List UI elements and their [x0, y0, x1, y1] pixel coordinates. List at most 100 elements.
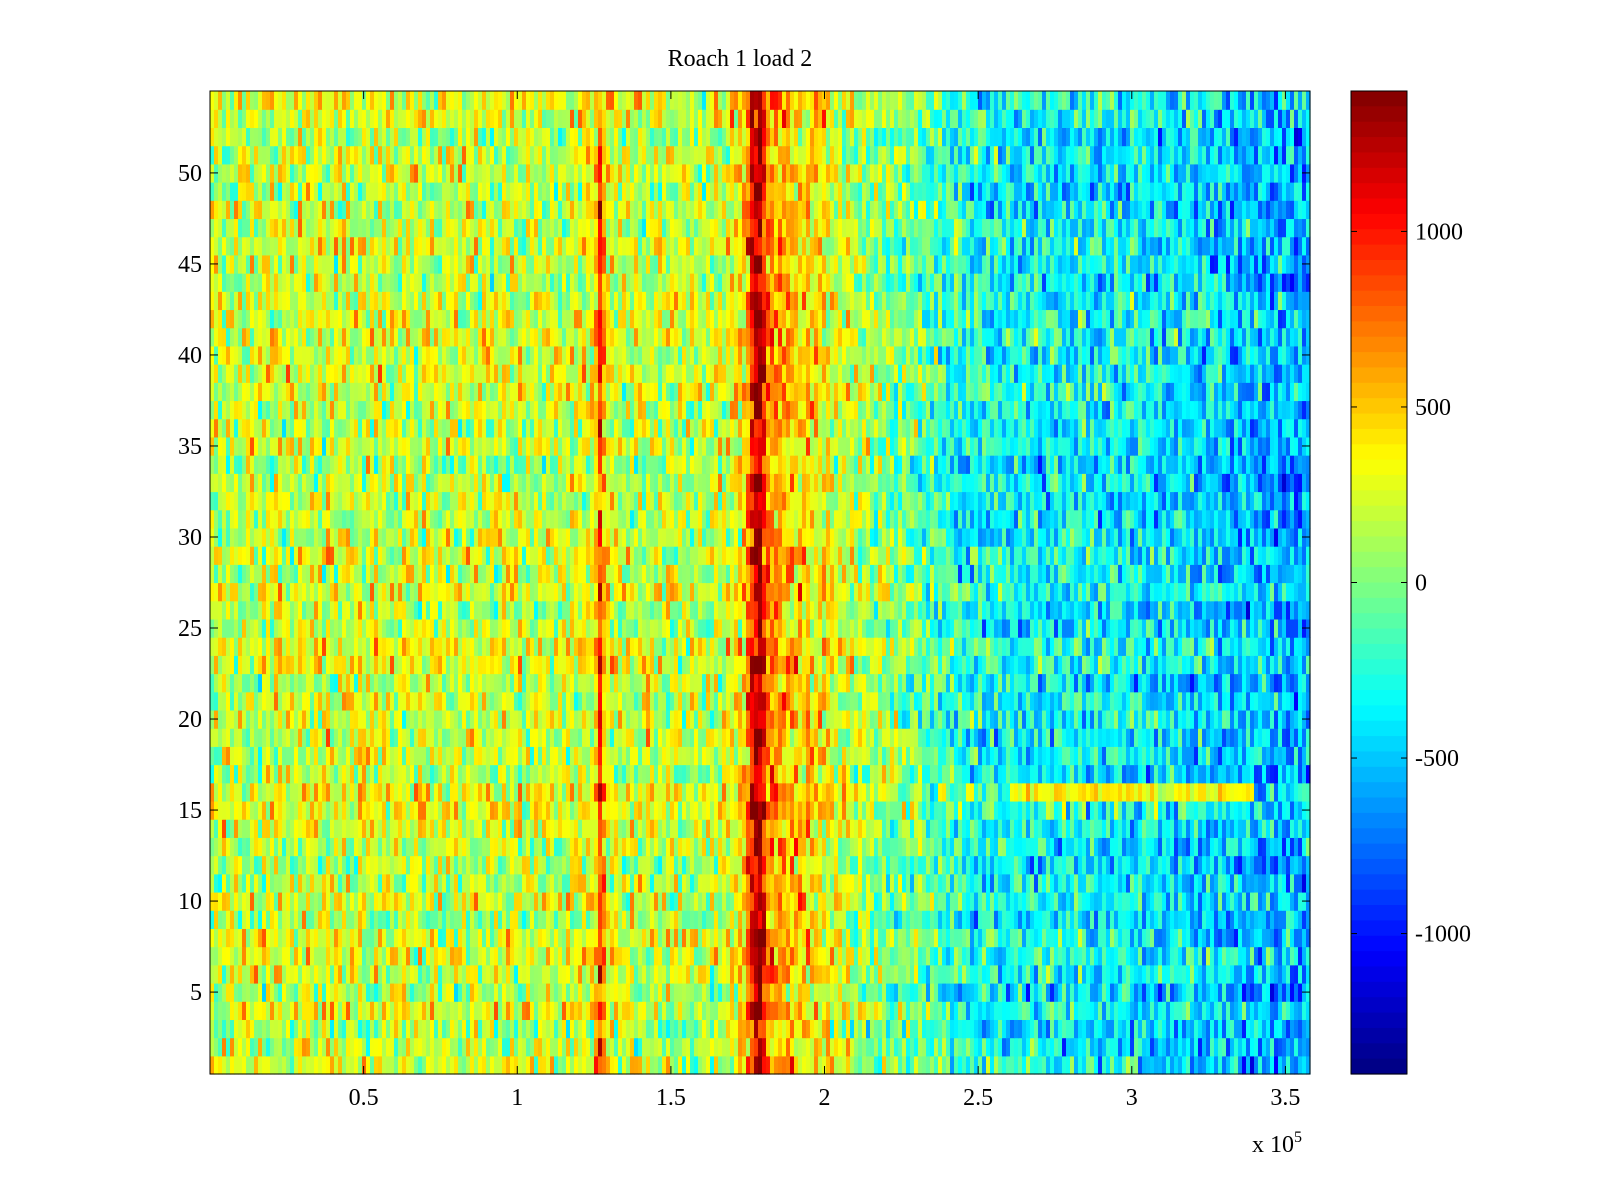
- heatmap-cell: [1038, 928, 1043, 948]
- heatmap-cell: [1070, 1019, 1075, 1039]
- heatmap-cell: [1090, 873, 1095, 893]
- heatmap-cell: [914, 1037, 919, 1057]
- heatmap-cell: [1274, 1001, 1279, 1020]
- heatmap-cell: [294, 855, 299, 875]
- heatmap-cell: [538, 964, 543, 984]
- heatmap-cell: [510, 928, 515, 948]
- heatmap-cell: [782, 928, 787, 948]
- heatmap-cell: [318, 728, 323, 747]
- heatmap-cell: [970, 1019, 975, 1039]
- heatmap-cell: [1138, 964, 1143, 984]
- heatmap-cell: [478, 1037, 483, 1057]
- heatmap-cell: [570, 1019, 575, 1039]
- heatmap-cell: [798, 819, 803, 838]
- heatmap-cell: [802, 819, 807, 838]
- heatmap-cell: [558, 946, 563, 966]
- heatmap-cell: [698, 1019, 703, 1039]
- heatmap-cell: [846, 946, 851, 966]
- heatmap-cell: [1090, 946, 1095, 966]
- heatmap-cell: [258, 1001, 263, 1020]
- heatmap-cell: [934, 746, 939, 766]
- heatmap-cell: [914, 964, 919, 984]
- heatmap-cell: [358, 928, 363, 948]
- heatmap-cell: [226, 855, 231, 875]
- heatmap-cell: [494, 928, 499, 948]
- heatmap-cell: [478, 837, 483, 857]
- heatmap-cell: [266, 910, 271, 929]
- heatmap-cell: [1166, 946, 1171, 966]
- heatmap-cell: [834, 1055, 839, 1075]
- heatmap-cell: [262, 800, 267, 820]
- heatmap-cell: [990, 800, 995, 820]
- heatmap-cell: [978, 855, 983, 875]
- heatmap-cell: [398, 982, 403, 1002]
- heatmap-cell: [286, 800, 291, 820]
- heatmap-cell: [458, 928, 463, 948]
- heatmap-cell: [1230, 746, 1235, 766]
- heatmap-cell: [982, 746, 987, 766]
- heatmap-cell: [806, 982, 811, 1002]
- heatmap-cell: [458, 800, 463, 820]
- heatmap-cell: [998, 946, 1003, 966]
- heatmap-cell: [526, 873, 531, 893]
- heatmap-cell: [658, 1019, 663, 1039]
- heatmap-cell: [478, 873, 483, 893]
- heatmap-cell: [858, 819, 863, 838]
- heatmap-cell: [338, 837, 343, 857]
- heatmap-cell: [918, 964, 923, 984]
- heatmap-cell: [830, 1001, 835, 1020]
- heatmap-cell: [298, 982, 303, 1002]
- heatmap-cell: [1122, 873, 1127, 893]
- heatmap-cell: [846, 819, 851, 838]
- heatmap-cell: [1194, 819, 1199, 838]
- heatmap-cell: [674, 1055, 679, 1075]
- heatmap-cell: [646, 819, 651, 838]
- heatmap-cell: [970, 837, 975, 857]
- heatmap-cell: [1042, 982, 1047, 1002]
- heatmap-cell: [554, 1055, 559, 1075]
- heatmap-cell: [330, 891, 335, 911]
- heatmap-cell: [1110, 819, 1115, 838]
- heatmap-cell: [914, 982, 919, 1002]
- heatmap-cell: [1114, 837, 1119, 857]
- heatmap-cell: [690, 800, 695, 820]
- heatmap-cell: [1242, 819, 1247, 838]
- heatmap-cell: [474, 910, 479, 929]
- heatmap-cell: [422, 964, 427, 984]
- heatmap-cell: [282, 782, 287, 802]
- heatmap-cell: [1286, 964, 1291, 984]
- heatmap-cell: [562, 855, 567, 875]
- heatmap-cell: [906, 964, 911, 984]
- heatmap-cell: [1178, 873, 1183, 893]
- heatmap-cell: [826, 1055, 831, 1075]
- heatmap-cell: [318, 855, 323, 875]
- heatmap-cell: [770, 891, 775, 911]
- heatmap-cell: [298, 782, 303, 802]
- heatmap-cell: [742, 964, 747, 984]
- heatmap-cell: [1106, 1037, 1111, 1057]
- heatmap-cell: [1002, 1019, 1007, 1039]
- heatmap-cell: [1094, 855, 1099, 875]
- heatmap-cell: [830, 946, 835, 966]
- heatmap-cell: [334, 746, 339, 766]
- heatmap-cell: [618, 1055, 623, 1075]
- heatmap-cell: [730, 946, 735, 966]
- heatmap-cell: [426, 1001, 431, 1020]
- heatmap-cell: [1234, 1019, 1239, 1039]
- heatmap-cell: [1266, 1037, 1271, 1057]
- heatmap-cell: [626, 1001, 631, 1020]
- heatmap-cell: [1086, 1001, 1091, 1020]
- heatmap-cell: [866, 1019, 871, 1039]
- heatmap-cell: [210, 964, 215, 984]
- heatmap-cell: [822, 928, 827, 948]
- heatmap-cell: [630, 982, 635, 1002]
- heatmap-cell: [522, 782, 527, 802]
- heatmap-cell: [1214, 800, 1219, 820]
- heatmap-cell: [1262, 782, 1267, 802]
- heatmap-cell: [674, 1001, 679, 1020]
- heatmap-cell: [978, 764, 983, 784]
- heatmap-cell: [1086, 982, 1091, 1002]
- heatmap-cell: [822, 873, 827, 893]
- heatmap-cell: [1182, 837, 1187, 857]
- heatmap-cell: [862, 819, 867, 838]
